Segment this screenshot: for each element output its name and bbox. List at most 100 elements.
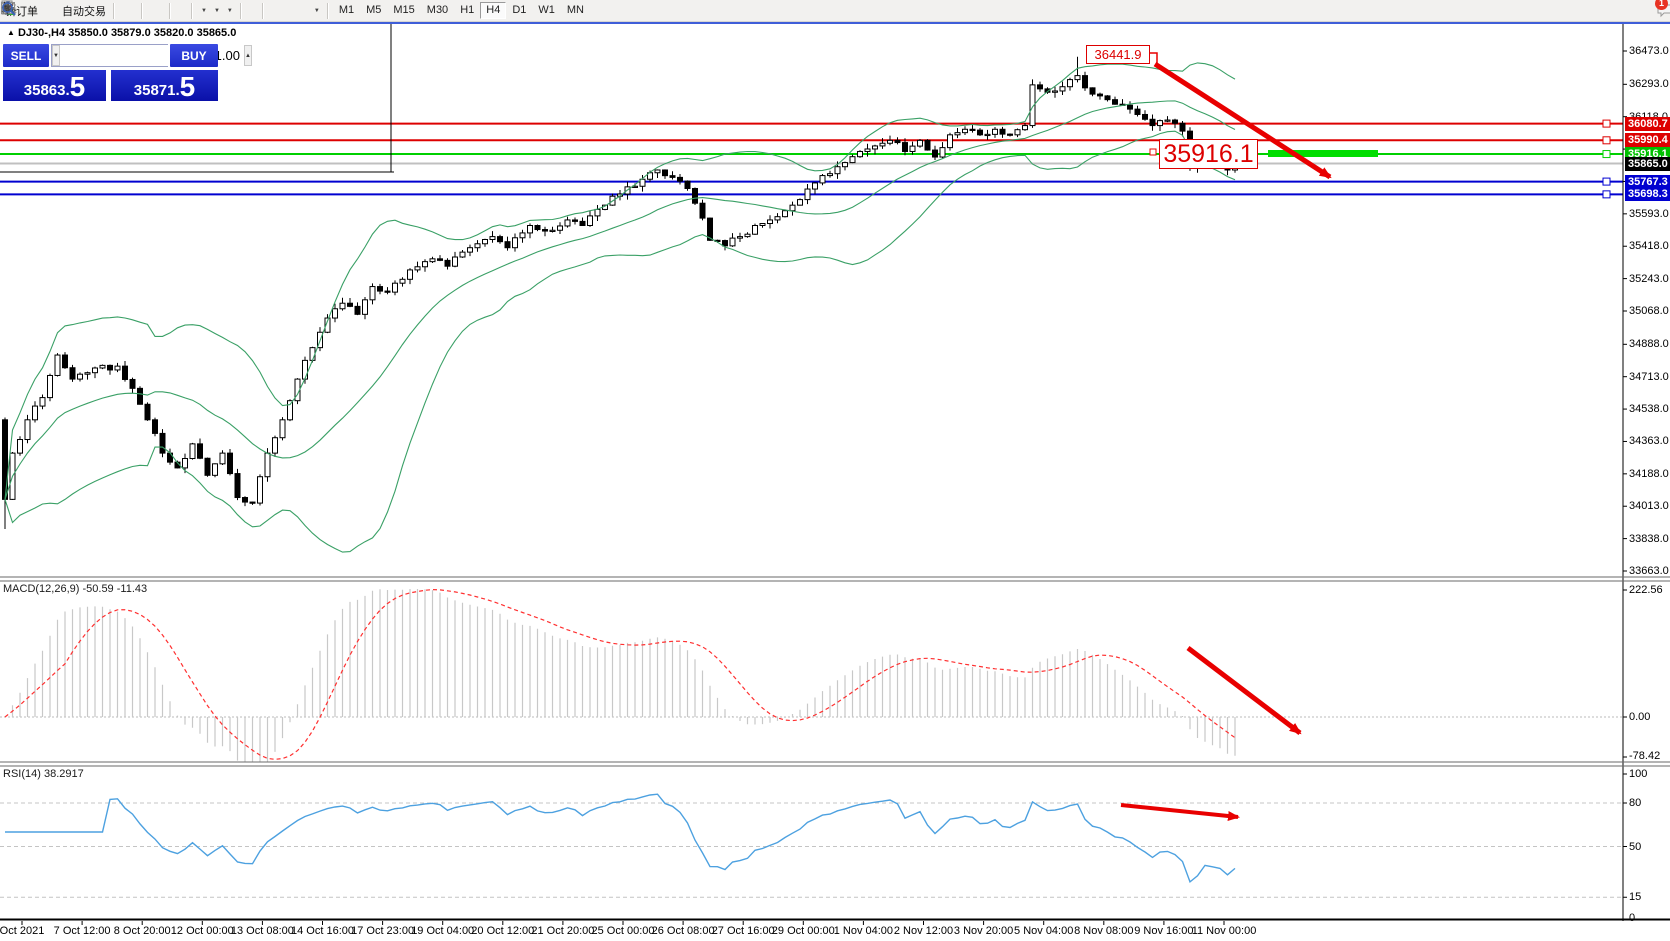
timeframe-h1[interactable]: H1 — [460, 4, 475, 16]
price-level-flag[interactable]: 36080.7 — [1625, 116, 1670, 131]
price-level-flag[interactable]: 35767.3 — [1625, 174, 1670, 189]
time-tick: 17 Oct 23:00 — [351, 925, 415, 937]
timeframe-m5[interactable]: M5 — [366, 4, 382, 16]
toolbar: 新订单 自动交易 — [0, 0, 1670, 22]
buy-price-int: 35871 — [133, 82, 176, 99]
price-level-flag[interactable]: 35990.4 — [1625, 133, 1670, 148]
price-tick: 34888.0 — [1629, 338, 1669, 351]
time-tick: 25 Oct 00:00 — [591, 925, 655, 937]
sell-price-frac: 5 — [69, 71, 86, 102]
time-tick: 27 Oct 16:00 — [711, 925, 775, 937]
price-tick: 34013.0 — [1629, 500, 1669, 513]
indicator-axis-label: -78.42 — [1629, 750, 1661, 762]
search-button[interactable] — [2, 2, 1650, 20]
toolbar-separator — [191, 2, 193, 19]
timeframe-group: M1 M5 M15 M30 H1 H4 D1 W1 MN — [333, 2, 590, 19]
symbol-info: ▲ DJ30-,H4 35850.0 35879.0 35820.0 35865… — [7, 27, 236, 39]
time-tick: 26 Oct 08:00 — [651, 925, 715, 937]
macd-label: MACD(12,26,9) -50.59 -11.43 — [3, 583, 148, 595]
indicator-axis-label: 0.00 — [1629, 711, 1651, 723]
buy-button-label: BUY — [181, 48, 207, 63]
chevron-down-icon: ▼ — [213, 7, 220, 14]
timeframe-h4[interactable]: H4 — [480, 2, 507, 19]
timeframe-mn[interactable]: MN — [566, 4, 584, 16]
symbol-marker-icon: ▲ — [7, 28, 15, 37]
macd-value-main: -50.59 — [82, 583, 114, 595]
sell-button-label: SELL — [10, 48, 42, 63]
volume-decrease-button[interactable]: ▼ — [52, 45, 60, 66]
support-price-annotation[interactable]: 35916.1 — [1159, 139, 1258, 169]
indicator-axis-label: 50 — [1629, 840, 1642, 853]
price-tick: 35068.0 — [1629, 304, 1669, 317]
time-tick: 11 Nov 00:00 — [1191, 925, 1257, 937]
time-tick: 19 Oct 04:00 — [411, 925, 475, 937]
price-tick: 36293.0 — [1629, 78, 1669, 91]
notification-badge: 1 — [1655, 0, 1668, 10]
price-tick: 35243.0 — [1629, 272, 1669, 285]
price-tick: 34538.0 — [1629, 403, 1669, 416]
timeframe-m30[interactable]: M30 — [426, 4, 449, 16]
time-tick: 8 Oct 20:00 — [113, 925, 171, 937]
sell-button[interactable]: SELL — [3, 44, 49, 67]
timeframe-d1[interactable]: D1 — [512, 4, 527, 16]
timeframe-m1[interactable]: M1 — [338, 4, 355, 16]
chevron-down-icon: ▼ — [226, 7, 233, 14]
time-tick: 13 Oct 08:00 — [230, 925, 294, 937]
price-tick: 35418.0 — [1629, 240, 1669, 253]
time-tick: 2 Nov 12:00 — [893, 925, 954, 937]
sell-price[interactable]: 35863. 5 — [3, 70, 106, 101]
toolbar-separator — [261, 2, 264, 19]
peak-price-annotation[interactable]: 36441.9 — [1086, 45, 1150, 64]
symbol-ohlc: 35850.0 35879.0 35820.0 35865.0 — [68, 27, 237, 39]
price-level-flag[interactable]: 35865.0 — [1625, 156, 1670, 171]
svg-text:F: F — [13, 11, 17, 16]
rsi-label: RSI(14) 38.2917 — [3, 768, 84, 780]
notifications-button[interactable]: 1 — [1655, 0, 1670, 20]
timeframe-w1[interactable]: W1 — [538, 4, 555, 16]
chevron-down-icon: ▼ — [201, 7, 207, 14]
macd-value-signal: -11.43 — [116, 583, 148, 595]
time-tick: 9 Nov 16:00 — [1134, 925, 1194, 937]
toolbar-separator — [141, 2, 143, 19]
time-tick: 12 Oct 00:00 — [170, 925, 234, 937]
price-level-flag[interactable]: 35698.3 — [1625, 187, 1670, 202]
volume-box: ▼ ▲ — [51, 44, 252, 67]
price-tick: 34188.0 — [1629, 467, 1669, 480]
indicator-axis-label: 0 — [1629, 912, 1636, 924]
toolbar-separator — [169, 2, 171, 19]
svg-text:A: A — [2, 3, 10, 15]
one-click-trading-widget: SELL ▼ ▲ BUY 35863.5 35871.5 — [3, 44, 252, 101]
text-button[interactable]: A — [2, 2, 304, 20]
time-tick: 3 Nov 20:00 — [953, 925, 1014, 937]
toolbar-separator — [326, 2, 329, 19]
time-tick: 7 Oct 12:00 — [53, 925, 111, 937]
text-icon: A — [2, 3, 10, 15]
indicator-axis-label: 15 — [1629, 891, 1642, 904]
time-tick: Oct 2021 — [0, 925, 45, 937]
timeframe-m15[interactable]: M15 — [393, 4, 415, 16]
symbol-title: DJ30-,H4 — [17, 27, 66, 39]
buy-price-frac: 5 — [179, 71, 196, 102]
sell-price-int: 35863 — [23, 82, 66, 99]
chevron-down-icon: ▼ — [313, 7, 320, 14]
indicator-axis-label: 80 — [1629, 797, 1642, 809]
window-accent-strip — [0, 22, 1670, 24]
price-tick: 33838.0 — [1629, 532, 1669, 545]
buy-price[interactable]: 35871. 5 — [111, 70, 218, 101]
time-tick: 20 Oct 12:00 — [471, 925, 535, 937]
time-tick: 5 Nov 04:00 — [1014, 925, 1074, 937]
price-tick: 33663.0 — [1629, 564, 1669, 577]
indicator-axis-label: 100 — [1629, 768, 1648, 780]
time-tick: 14 Oct 16:00 — [291, 925, 354, 937]
rsi-value: 38.2917 — [43, 768, 84, 780]
time-tick: 21 Oct 20:00 — [531, 925, 595, 937]
time-tick: 1 Nov 04:00 — [833, 925, 894, 937]
time-tick: 8 Nov 08:00 — [1074, 925, 1134, 937]
volume-increase-button[interactable]: ▲ — [243, 45, 252, 66]
price-tick: 34363.0 — [1629, 435, 1669, 448]
toolbar-separator — [113, 2, 115, 19]
indicator-axis-label: 222.56 — [1629, 584, 1663, 596]
buy-button[interactable]: BUY — [170, 44, 218, 67]
